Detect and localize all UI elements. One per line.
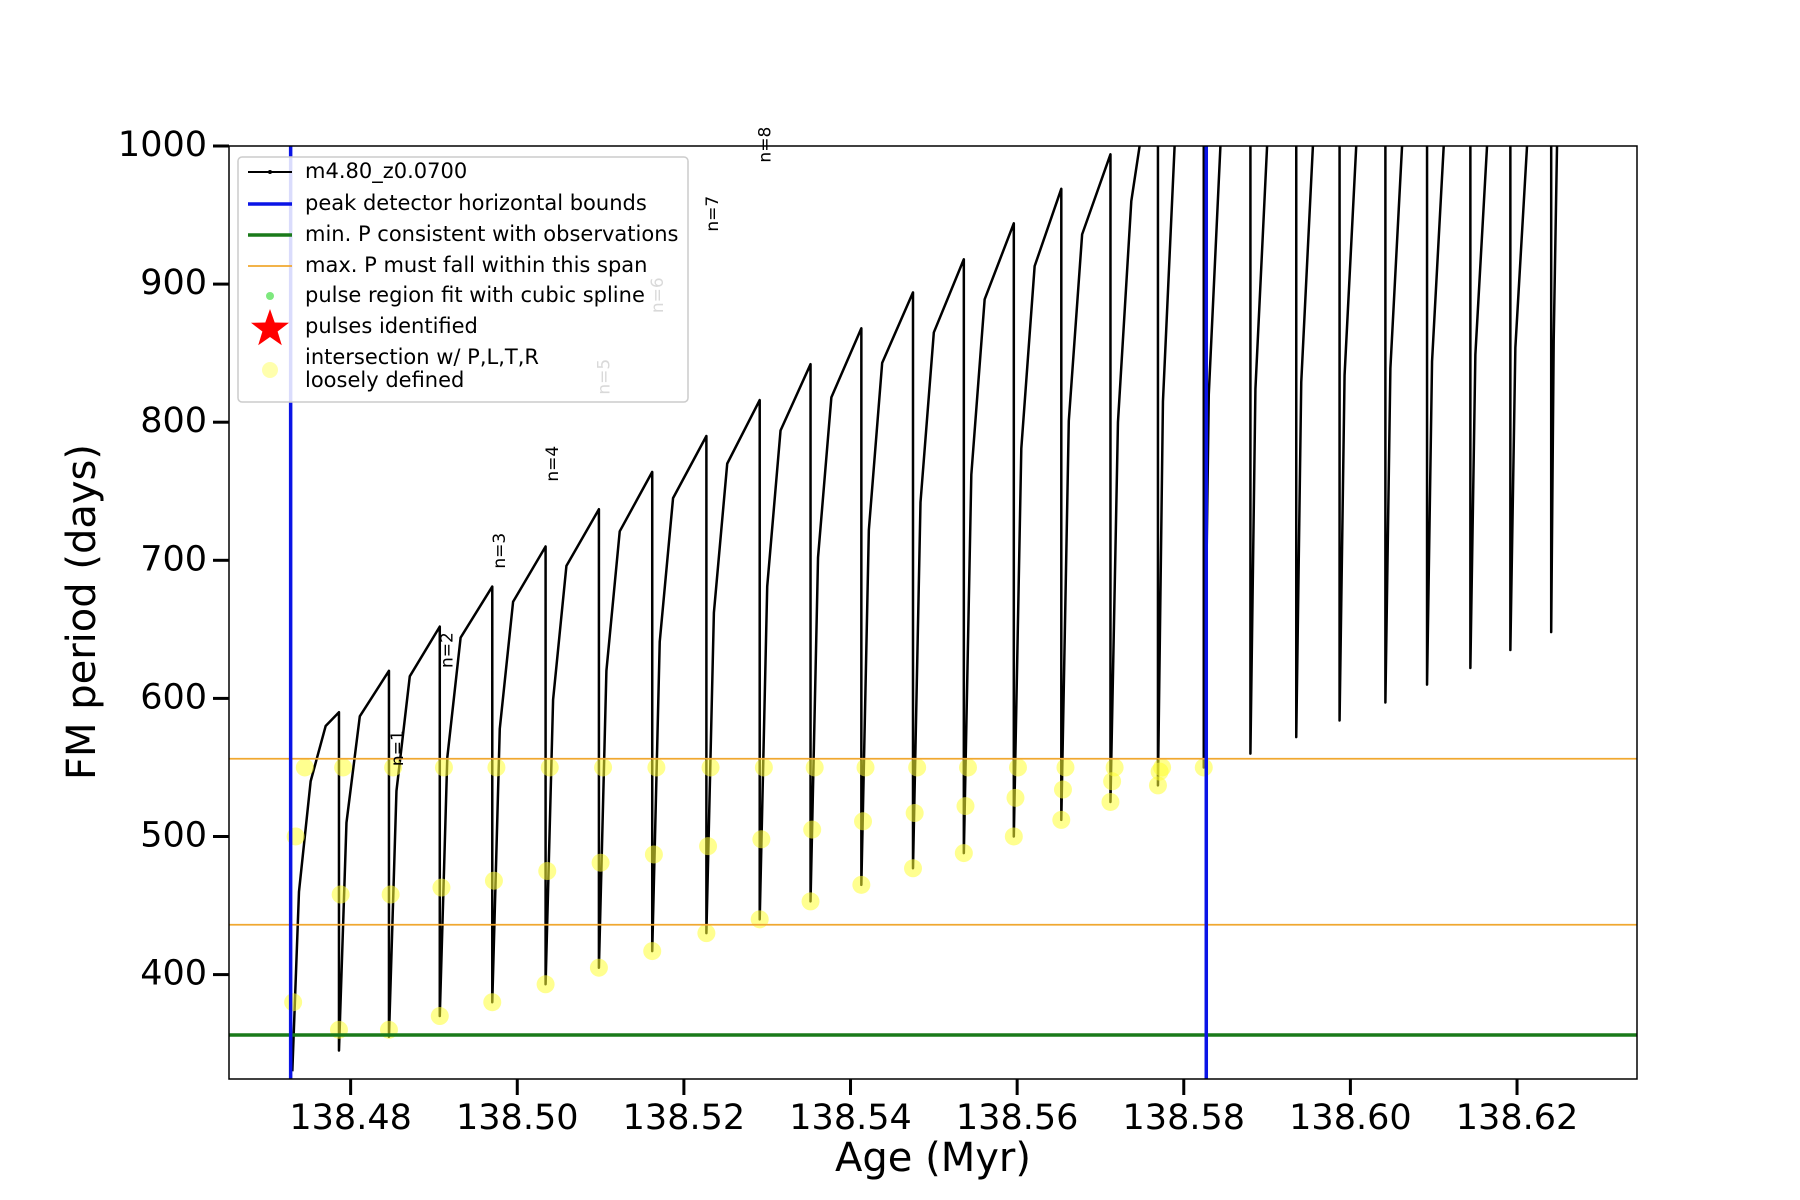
legend-swatch (262, 362, 278, 378)
intersection-point (1148, 776, 1167, 795)
intersection-point (484, 871, 503, 890)
plot-area (229, 146, 1637, 1079)
intersection-point (381, 885, 400, 904)
intersection-point (1153, 758, 1172, 777)
intersection-point (1052, 810, 1071, 829)
intersection-point (538, 862, 557, 881)
y-tick-label: 800 (140, 401, 207, 441)
y-tick-label: 900 (140, 263, 207, 303)
x-tick-label: 138.50 (456, 1098, 578, 1138)
intersection-point (483, 993, 502, 1012)
legend-swatch (251, 309, 289, 346)
intersection-point (852, 875, 871, 894)
intersection-point (432, 878, 451, 897)
intersection-point (1053, 780, 1072, 799)
legend-label: pulses identified (305, 314, 478, 338)
intersection-point (856, 758, 875, 777)
legend-label: max. P must fall within this span (305, 253, 647, 277)
intersection-point (295, 758, 314, 777)
legend-label: min. P consistent with observations (305, 222, 678, 246)
y-tick-label: 500 (140, 815, 207, 855)
intersection-point (805, 758, 824, 777)
intersection-point (430, 1007, 449, 1026)
intersection-point (701, 758, 720, 777)
x-tick-label: 138.54 (789, 1098, 911, 1138)
y-tick-label: 1000 (118, 125, 207, 165)
x-axis-label: Age (Myr) (835, 1135, 1031, 1181)
intersection-point (644, 845, 663, 864)
intersection-point (699, 837, 718, 856)
legend-label: pulse region fit with cubic spline (305, 283, 645, 307)
intersection-point (331, 885, 350, 904)
intersection-point (334, 758, 353, 777)
y-tick-label: 400 (140, 954, 207, 994)
y-tick-label: 700 (140, 539, 207, 579)
x-tick-label: 138.52 (623, 1098, 745, 1138)
intersection-point (1103, 772, 1122, 791)
legend-label: loosely defined (305, 368, 464, 392)
x-tick-label: 138.58 (1123, 1098, 1245, 1138)
intersection-point (1004, 827, 1023, 846)
intersection-point (1105, 758, 1124, 777)
y-axis-label: FM period (days) (59, 444, 105, 780)
intersection-point (954, 844, 973, 863)
intersection-point (1194, 758, 1213, 777)
x-tick-label: 138.56 (956, 1098, 1078, 1138)
intersection-point (803, 820, 822, 839)
x-tick-label: 138.62 (1456, 1098, 1578, 1138)
intersection-point (434, 758, 453, 777)
intersection-point (750, 910, 769, 929)
plot-frame (228, 145, 1638, 1080)
intersection-point (908, 758, 927, 777)
intersection-point (284, 993, 303, 1012)
intersection-point (536, 975, 555, 994)
intersection-point (752, 830, 771, 849)
intersection-point (643, 942, 662, 961)
intersection-point (647, 758, 666, 777)
intersection-point (854, 812, 873, 831)
x-tick-label: 138.48 (289, 1098, 411, 1138)
intersection-point (1006, 788, 1025, 807)
legend-label: peak detector horizontal bounds (305, 191, 647, 215)
annotation: n=8 (756, 127, 776, 163)
intersection-point (487, 758, 506, 777)
intersection-point (754, 758, 773, 777)
legend-swatch (266, 292, 274, 300)
intersection-point (904, 859, 923, 878)
intersection-point (1056, 758, 1075, 777)
intersection-point (1008, 758, 1027, 777)
intersection-point (540, 758, 559, 777)
annotation: n=1 (388, 730, 408, 766)
annotation: n=2 (437, 632, 457, 668)
intersection-point (956, 797, 975, 816)
annotation: n=7 (703, 196, 723, 232)
annotation: n=3 (490, 533, 510, 569)
legend-label: m4.80_z0.0700 (305, 159, 467, 184)
intersection-point (697, 924, 716, 943)
intersection-point (591, 853, 610, 872)
legend-box (237, 156, 689, 403)
intersection-point (594, 758, 613, 777)
intersection-point (801, 892, 820, 911)
intersection-point (1101, 792, 1120, 811)
intersection-point (905, 804, 924, 823)
annotation: n=4 (543, 446, 563, 482)
intersection-point (958, 758, 977, 777)
x-tick-label: 138.60 (1289, 1098, 1411, 1138)
intersection-point (384, 758, 403, 777)
legend-swatch (268, 170, 272, 174)
y-tick-label: 600 (140, 677, 207, 717)
legend-label: intersection w/ P,L,T,R (305, 345, 539, 369)
intersection-point (589, 958, 608, 977)
